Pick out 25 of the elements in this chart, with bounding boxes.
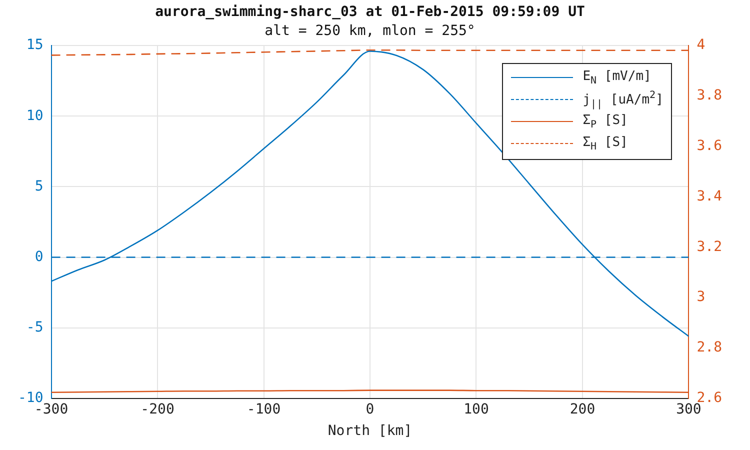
y2-tick-label: 3.4 xyxy=(696,188,722,204)
y-tick-label: 0 xyxy=(34,248,44,265)
y2-tick-label: 4 xyxy=(696,37,706,54)
x-tick-label: -200 xyxy=(140,401,174,418)
x-axis-title: North [km] xyxy=(328,423,412,440)
y2-tick-label: 3.8 xyxy=(696,88,722,104)
x-tick-label: 0 xyxy=(366,401,374,418)
y2-tick-label: 3.6 xyxy=(696,138,722,154)
y2-tick-label: 3.2 xyxy=(696,238,722,255)
legend-label: E$_{N}$ [mV/m] xyxy=(582,68,652,86)
y2-tick-label: 3 xyxy=(696,289,706,306)
chart-title: aurora_swimming-sharc_03 at 01-Feb-2015 09:59:09 UT xyxy=(155,4,585,20)
chart-subtitle: alt = 250 km, mlon = 255° xyxy=(264,22,476,39)
x-tick-label: 100 xyxy=(464,401,489,418)
legend-label: Σ$_{P}$ [S] xyxy=(582,112,628,130)
y-tick-label: 15 xyxy=(26,37,44,54)
legend-label: j$_{||}$ [uA/m$^{2}$] xyxy=(582,90,664,110)
x-tick-label: 300 xyxy=(676,401,702,418)
y2-tick-label: 2.8 xyxy=(696,340,722,356)
y-tick-label: -5 xyxy=(26,319,44,336)
x-tick-label: 200 xyxy=(570,401,596,418)
legend-label: Σ$_{H}$ [S] xyxy=(582,134,628,152)
y-tick-label: 10 xyxy=(26,108,44,124)
y-tick-label: 5 xyxy=(34,178,44,194)
x-tick-label: -100 xyxy=(246,401,281,418)
